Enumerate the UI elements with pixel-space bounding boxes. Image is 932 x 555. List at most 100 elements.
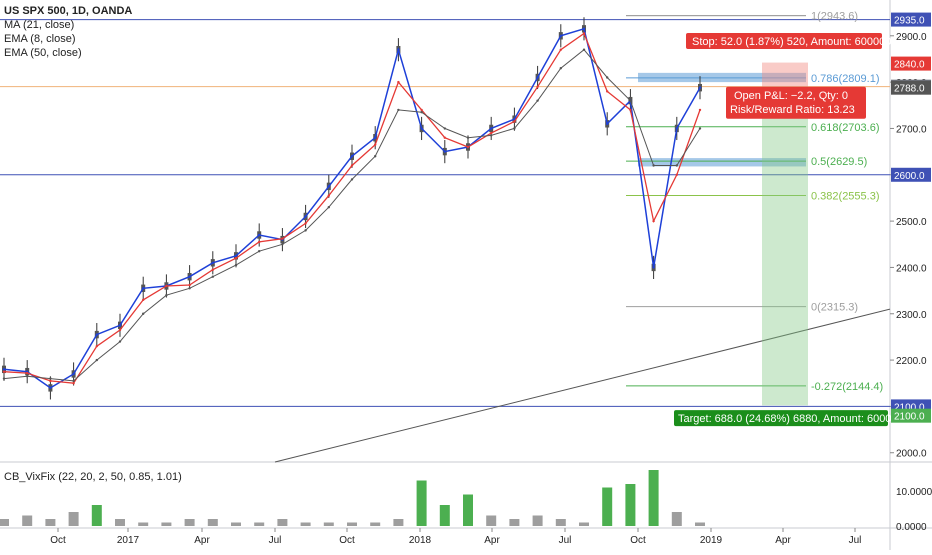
target-label: Target: 688.0 (24.68%) 6880, Amount: 600… — [678, 413, 904, 425]
series-point — [675, 164, 678, 167]
series-point — [629, 99, 632, 102]
indicator-tick-label: 0.0000 — [896, 522, 927, 533]
series-point — [513, 127, 516, 130]
vixfix-bar — [277, 519, 288, 526]
stop-label-box — [686, 33, 882, 50]
vixfix-bar — [161, 522, 172, 526]
fibonacci-retracement[interactable]: 1(2943.6) 0.786(2809.1) 0.618(2703.6) 0.5(2… — [626, 11, 883, 393]
price-badge-label: 2840.0 — [894, 60, 925, 71]
pnl-label: Open P&L: −2.2, Qty: 0 — [734, 90, 848, 102]
fib-level-label: 0.5(2629.5) — [811, 156, 867, 168]
series-point — [95, 358, 99, 362]
series-point — [304, 229, 307, 232]
vixfix-bar — [68, 512, 79, 526]
time-tick-label: Oct — [630, 535, 646, 546]
series-point — [26, 371, 29, 375]
series-point — [72, 372, 75, 376]
series-point — [606, 76, 609, 79]
fib-level-label: -0.272(2144.4) — [811, 381, 883, 393]
series-line-2 — [3, 49, 701, 382]
series-point — [118, 328, 122, 332]
time-tick-label: 2017 — [117, 535, 140, 546]
series-point — [258, 240, 261, 244]
vixfix-bar — [300, 522, 311, 526]
vixfix-bar — [207, 519, 218, 526]
series-point — [72, 382, 75, 385]
series-line-0 — [3, 27, 701, 389]
price-series — [2, 17, 702, 400]
series-point — [350, 178, 354, 181]
symbol-title[interactable]: US SPX 500, 1D, OANDA — [4, 5, 133, 17]
price-badge — [891, 56, 931, 71]
series-point — [443, 127, 446, 130]
series-point — [142, 298, 145, 302]
series-point — [559, 48, 562, 51]
vixfix-bar — [555, 519, 566, 526]
series-point — [374, 136, 377, 139]
vixfix-bar — [91, 505, 102, 526]
time-tick-label: Apr — [484, 535, 500, 546]
legend-ma[interactable]: MA (21, close) — [4, 19, 75, 31]
vixfix-bar — [671, 512, 682, 526]
series-point — [675, 127, 678, 130]
fib-level-label: 0.618(2703.6) — [811, 122, 880, 134]
series-point — [466, 136, 470, 139]
series-point — [188, 283, 191, 287]
series-point — [304, 215, 307, 218]
series-point — [234, 254, 238, 258]
vixfix-bar — [323, 522, 334, 526]
series-point — [49, 377, 52, 380]
series-point — [466, 145, 470, 149]
series-point — [490, 127, 493, 130]
price-tick-label: 2200.0 — [896, 356, 927, 367]
time-tick-label: Apr — [775, 535, 791, 546]
series-point — [350, 164, 354, 167]
series-point — [513, 120, 516, 123]
stop-zone[interactable] — [762, 62, 808, 87]
series-point — [652, 219, 655, 223]
target-zone[interactable] — [762, 86, 808, 406]
series-point — [606, 122, 609, 126]
vixfix-bar — [22, 515, 33, 526]
vixfix-bar — [648, 470, 659, 526]
series-point — [258, 250, 261, 253]
price-badge — [891, 167, 931, 182]
legend-ema50[interactable]: EMA (50, close) — [4, 47, 82, 59]
series-point — [118, 324, 122, 327]
price-badge — [891, 12, 931, 27]
series-point — [2, 368, 6, 371]
series-point — [72, 379, 75, 383]
short-position-tool[interactable]: Stop: 52.0 (1.87%) 520, Amount: 600000 Op… — [674, 33, 904, 427]
series-point — [652, 164, 655, 167]
trend-line[interactable] — [274, 308, 891, 463]
vixfix-bar — [254, 522, 265, 526]
time-tick-label: Jul — [269, 535, 282, 546]
series-point — [490, 134, 493, 137]
series-point — [397, 80, 400, 84]
price-badge-label: 2600.0 — [894, 171, 925, 182]
series-point — [559, 34, 562, 37]
series-point — [490, 131, 493, 135]
vixfix-bar — [370, 522, 381, 526]
price-tick-label: 2500.0 — [896, 217, 927, 228]
series-point — [49, 379, 52, 383]
indicator-label[interactable]: CB_VixFix (22, 20, 2, 50, 0.85, 1.01) — [4, 471, 182, 483]
fib-zone-05[interactable] — [638, 158, 806, 167]
time-tick-label: Jul — [559, 535, 572, 546]
series-point — [374, 143, 377, 146]
vixfix-histogram — [0, 470, 705, 526]
price-tick-label: 2900.0 — [896, 32, 927, 43]
risk-reward-label: Risk/Reward Ratio: 13.23 — [730, 104, 855, 116]
series-point — [327, 194, 330, 197]
series-point — [2, 377, 6, 380]
series-point — [211, 268, 214, 271]
series-point — [234, 256, 238, 260]
series-point — [652, 266, 655, 269]
series-point — [327, 206, 330, 209]
fib-level-label: 0.786(2809.1) — [811, 73, 880, 85]
vixfix-bar — [347, 522, 357, 526]
vixfix-bar — [625, 484, 636, 526]
legend-ema8[interactable]: EMA (8, close) — [4, 33, 76, 45]
